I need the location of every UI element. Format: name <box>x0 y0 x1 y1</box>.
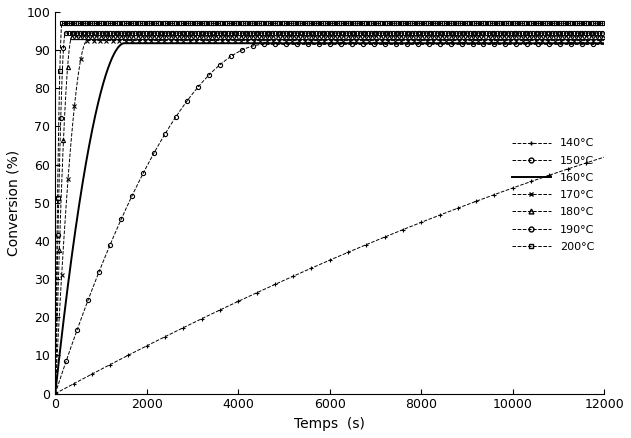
190°C <box>297 30 305 35</box>
180°C <box>68 34 76 39</box>
160°C <box>182 41 189 46</box>
180°C <box>185 34 192 39</box>
150°C <box>185 96 192 102</box>
180°C <box>600 34 608 39</box>
200°C <box>596 21 604 26</box>
190°C <box>600 30 608 35</box>
Line: 200°C: 200°C <box>53 21 606 396</box>
160°C <box>120 41 127 46</box>
160°C <box>185 41 192 46</box>
180°C <box>179 34 187 39</box>
160°C <box>259 41 266 46</box>
Line: 140°C: 140°C <box>53 155 606 396</box>
190°C <box>596 30 604 35</box>
170°C <box>259 38 266 43</box>
160°C <box>297 41 305 46</box>
140°C <box>182 324 189 329</box>
170°C <box>596 38 604 43</box>
150°C <box>258 42 266 47</box>
190°C <box>182 30 189 35</box>
Line: 170°C: 170°C <box>53 39 606 396</box>
200°C <box>259 21 266 26</box>
180°C <box>297 34 305 39</box>
170°C <box>52 391 59 396</box>
180°C <box>259 34 266 39</box>
170°C <box>600 38 608 43</box>
160°C <box>179 41 187 46</box>
170°C <box>179 38 187 43</box>
160°C <box>52 391 59 396</box>
180°C <box>182 34 189 39</box>
Line: 150°C: 150°C <box>53 42 606 396</box>
160°C <box>600 41 608 46</box>
Legend: 140°C, 150°C, 160°C, 170°C, 180°C, 190°C, 200°C: 140°C, 150°C, 160°C, 170°C, 180°C, 190°C… <box>507 134 599 256</box>
200°C <box>600 21 608 26</box>
190°C <box>179 30 187 35</box>
150°C <box>182 100 189 106</box>
140°C <box>600 155 608 160</box>
200°C <box>58 21 66 26</box>
190°C <box>61 30 69 35</box>
140°C <box>179 325 187 331</box>
150°C <box>52 391 59 396</box>
Line: 190°C: 190°C <box>53 31 606 396</box>
Line: 160°C: 160°C <box>56 43 604 394</box>
150°C <box>259 42 267 47</box>
190°C <box>52 391 59 396</box>
150°C <box>179 104 187 110</box>
200°C <box>179 21 187 26</box>
140°C <box>185 322 192 328</box>
200°C <box>297 21 305 26</box>
170°C <box>297 38 305 43</box>
180°C <box>52 391 59 396</box>
190°C <box>259 30 266 35</box>
X-axis label: Temps  (s): Temps (s) <box>294 417 365 431</box>
140°C <box>52 391 59 396</box>
170°C <box>182 38 189 43</box>
200°C <box>52 391 59 396</box>
170°C <box>185 38 192 43</box>
140°C <box>297 270 305 275</box>
140°C <box>258 288 266 293</box>
150°C <box>600 42 608 47</box>
180°C <box>596 34 604 39</box>
160°C <box>596 41 604 46</box>
Line: 180°C: 180°C <box>53 35 606 396</box>
150°C <box>297 42 305 47</box>
200°C <box>182 21 189 26</box>
170°C <box>83 38 91 43</box>
Y-axis label: Conversion (%): Conversion (%) <box>7 150 21 256</box>
190°C <box>185 30 192 35</box>
150°C <box>596 42 604 47</box>
200°C <box>185 21 192 26</box>
140°C <box>596 156 604 161</box>
